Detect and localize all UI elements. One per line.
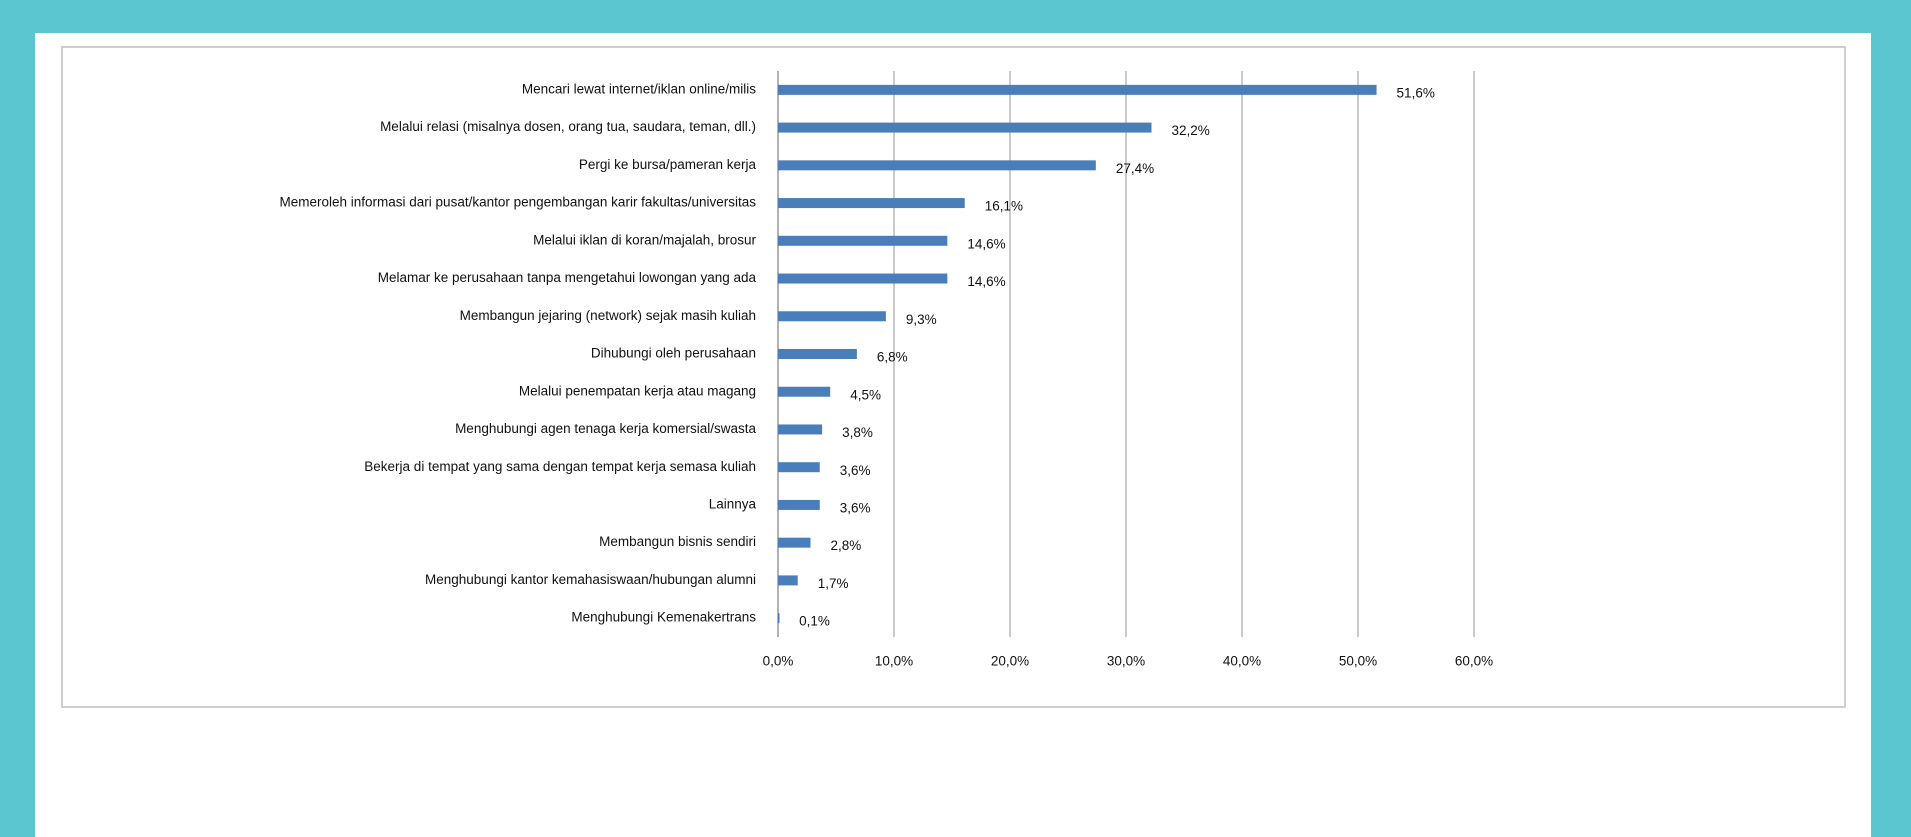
data-label: 2,8% — [830, 538, 861, 553]
x-tick-label: 20,0% — [991, 654, 1029, 669]
y-tick-label: Melalui iklan di koran/majalah, brosur — [533, 232, 756, 247]
y-tick-label: Melalui penempatan kerja atau magang — [519, 383, 756, 398]
data-label: 3,8% — [842, 425, 873, 440]
data-label: 27,4% — [1116, 161, 1154, 176]
data-label: 3,6% — [840, 500, 871, 515]
bar — [778, 311, 886, 322]
y-tick-label: Dihubungi oleh perusahaan — [591, 346, 756, 361]
y-tick-label: Melalui relasi (misalnya dosen, orang tu… — [380, 119, 756, 134]
data-label: 4,5% — [850, 387, 881, 402]
y-tick-label: Menghubungi agen tenaga kerja komersial/… — [455, 421, 756, 436]
y-tick-label: Melamar ke perusahaan tanpa mengetahui l… — [378, 270, 757, 285]
y-tick-label: Bekerja di tempat yang sama dengan tempa… — [364, 459, 756, 474]
data-label: 0,1% — [799, 614, 830, 629]
bar — [778, 386, 831, 397]
y-tick-label: Lainnya — [709, 496, 757, 511]
data-label: 32,2% — [1172, 123, 1210, 138]
x-tick-label: 60,0% — [1455, 654, 1493, 669]
panel — [35, 33, 1871, 837]
data-label: 14,6% — [967, 274, 1005, 289]
bar — [778, 84, 1377, 95]
y-tick-label: Memeroleh informasi dari pusat/kantor pe… — [280, 195, 757, 210]
y-tick-label: Membangun bisnis sendiri — [599, 534, 756, 549]
bar — [778, 537, 811, 548]
y-tick-label: Menghubungi Kemenakertrans — [571, 610, 756, 625]
x-tick-label: 30,0% — [1107, 654, 1145, 669]
data-label: 1,7% — [818, 576, 849, 591]
data-label: 3,6% — [840, 463, 871, 478]
data-label: 51,6% — [1397, 85, 1435, 100]
x-tick-label: 50,0% — [1339, 654, 1377, 669]
bar — [778, 613, 780, 624]
bar — [778, 349, 857, 359]
bar — [778, 424, 823, 435]
bar — [778, 575, 798, 586]
data-label: 16,1% — [985, 199, 1023, 214]
y-tick-label: Membangun jejaring (network) sejak masih… — [460, 308, 756, 323]
chart-border — [61, 46, 1846, 708]
data-label: 6,8% — [877, 350, 908, 365]
bar — [778, 235, 948, 246]
bar — [778, 499, 820, 510]
y-tick-label: Pergi ke bursa/pameran kerja — [579, 157, 757, 172]
x-tick-label: 10,0% — [875, 654, 913, 669]
x-tick-label: 0,0% — [763, 654, 794, 669]
data-label: 9,3% — [906, 312, 937, 327]
y-tick-label: Mencari lewat internet/iklan online/mili… — [522, 81, 756, 96]
data-label: 14,6% — [967, 236, 1005, 251]
x-tick-label: 40,0% — [1223, 654, 1261, 669]
bar — [778, 273, 948, 284]
bar — [778, 462, 820, 473]
bar — [778, 160, 1096, 171]
y-tick-label: Menghubungi kantor kemahasiswaan/hubunga… — [425, 572, 756, 587]
bar — [778, 122, 1152, 133]
bar — [778, 198, 965, 209]
